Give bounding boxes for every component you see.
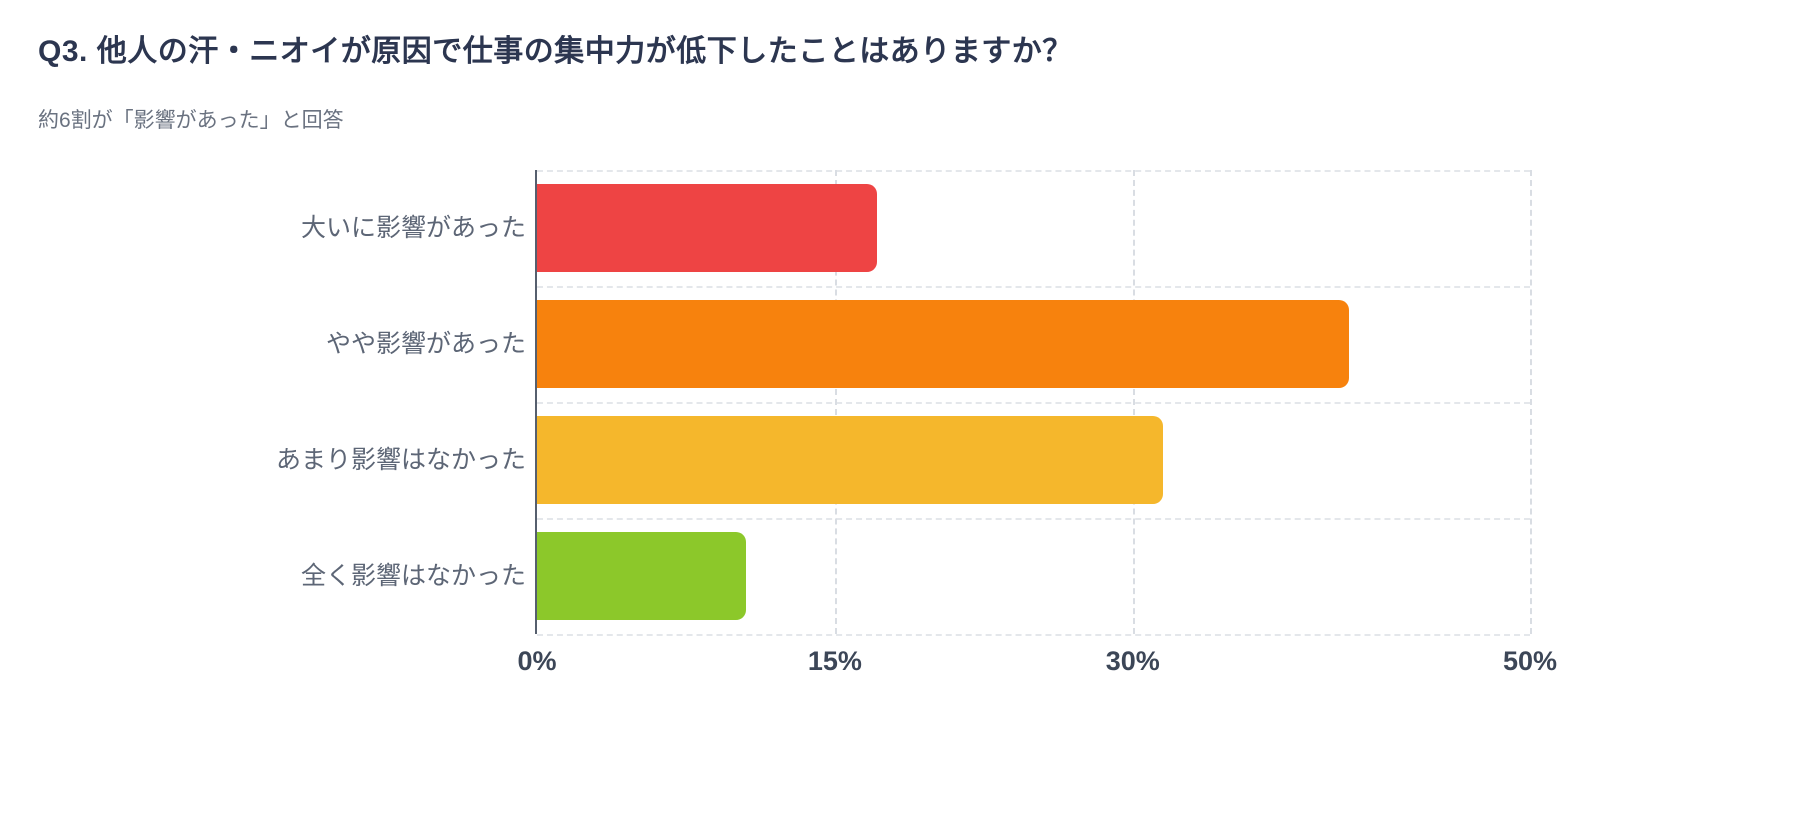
- x-tick-label: 50%: [1502, 646, 1558, 676]
- chart-title: Q3. 他人の汗・ニオイが原因で仕事の集中力が低下したことはありますか？: [38, 35, 1073, 68]
- category-label: 全く影響はなかった: [300, 562, 526, 590]
- bar-4: [537, 532, 746, 620]
- x-tick-label: 0%: [517, 646, 557, 676]
- gridline-vertical: [1530, 170, 1532, 634]
- x-axis: 0% 15% 30% 50%: [517, 646, 1557, 686]
- gridline-horizontal: [537, 402, 1530, 404]
- gridline-horizontal: [537, 170, 1530, 172]
- category-axis: 大いに影響があったやや影響があったあまり影響はなかった全く影響はなかった: [0, 170, 526, 634]
- plot-area: [535, 170, 1532, 636]
- category-label: 大いに影響があった: [300, 214, 526, 242]
- bar-3: [537, 416, 1163, 504]
- gridline-vertical: [834, 170, 837, 634]
- chart-subtitle: 約6割が「影響があった」と回答: [38, 109, 344, 132]
- gridline-horizontal: [537, 518, 1530, 520]
- y-axis-line: [535, 170, 537, 634]
- bar-1: [537, 184, 877, 272]
- gridline-vertical: [1132, 170, 1135, 634]
- category-label: あまり影響はなかった: [275, 446, 526, 474]
- gridline-horizontal: [537, 634, 1530, 636]
- category-label: やや影響があった: [325, 330, 526, 358]
- x-tick-label: 30%: [1105, 646, 1160, 676]
- gridline-horizontal: [537, 286, 1530, 288]
- bar-2: [537, 300, 1350, 388]
- x-tick-label: 15%: [807, 646, 862, 676]
